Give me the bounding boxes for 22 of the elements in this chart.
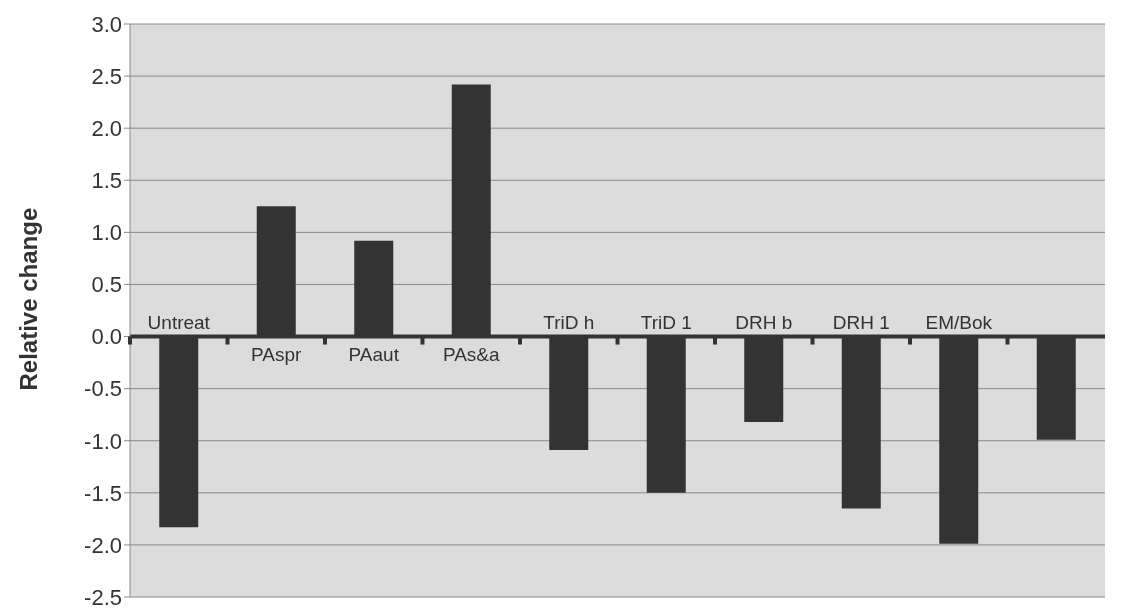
x-tick-label: EM/Bok — [925, 311, 993, 333]
y-tick-label: -2.5 — [84, 584, 122, 610]
x-tick-label: PAaut — [348, 343, 400, 365]
x-tick-label: TriD 1 — [640, 311, 692, 333]
y-tick-label: 0.5 — [91, 272, 122, 298]
y-tick-label: 3.0 — [91, 11, 122, 37]
y-tick-label: -2.0 — [84, 532, 122, 558]
y-axis-title: Relative change — [14, 207, 42, 391]
x-tick-label: DRH 1 — [832, 311, 890, 333]
y-tick-label: 2.0 — [91, 115, 122, 141]
y-tick-label: -0.5 — [84, 376, 122, 402]
y-tick-label: 0.0 — [91, 324, 122, 350]
x-tick-label: Untreat — [147, 311, 211, 333]
x-tick-label: PAs&a — [442, 343, 501, 365]
y-tick-label: -1.0 — [84, 428, 122, 454]
x-tick-label: DRH b — [735, 311, 793, 333]
y-tick-label: -1.5 — [84, 480, 122, 506]
y-tick-label: 1.5 — [91, 168, 122, 194]
x-tick-label: PAspr — [251, 343, 303, 365]
y-tick-label: 1.0 — [91, 220, 122, 246]
x-tick-label: TriD h — [543, 311, 595, 333]
y-tick-label: 2.5 — [91, 63, 122, 89]
